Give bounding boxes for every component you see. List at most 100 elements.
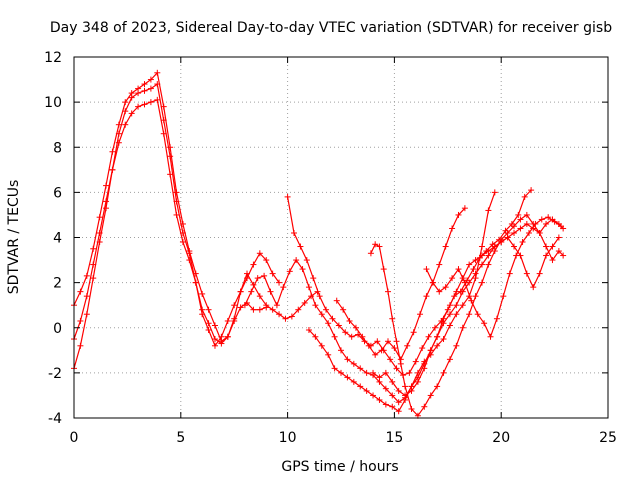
data-point [167,153,174,160]
data-point [511,223,518,230]
data-point [523,270,530,277]
data-point [331,333,338,340]
data-point [478,261,485,268]
data-point [77,288,84,295]
data-point [459,302,466,309]
data-point [423,266,430,273]
data-point [370,392,377,399]
data-point [256,293,263,300]
data-point [135,103,142,110]
data-point [128,94,135,101]
data-point [440,336,447,343]
data-point [389,403,396,410]
data-point [543,252,550,259]
data-point [382,385,389,392]
data-point [363,387,370,394]
data-point [517,225,524,232]
series-sat-f [305,234,562,415]
data-point [199,290,206,297]
data-point [440,369,447,376]
data-point [434,383,441,390]
data-point [391,345,398,352]
data-point [325,351,332,358]
data-point [485,261,492,268]
data-point [237,304,244,311]
data-point [513,252,520,259]
data-point [261,272,268,279]
data-point [555,234,562,241]
data-point [393,365,400,372]
data-point [461,279,468,286]
data-point [256,250,263,257]
data-point [528,187,535,194]
data-point [288,313,295,320]
data-point [325,320,332,327]
data-point [498,239,505,246]
data-point [115,139,122,146]
data-point [500,293,507,300]
data-point [346,317,353,324]
data-point [393,338,400,345]
data-point [224,317,231,324]
data-point [303,257,310,264]
data-point [263,257,270,264]
data-point [538,216,545,223]
series-line [425,216,562,338]
data-point [90,275,97,282]
data-point [122,108,129,115]
data-point [478,243,485,250]
data-point [425,333,432,340]
data-point [301,299,308,306]
data-point [269,306,276,313]
data-point [205,327,212,334]
data-point [511,243,518,250]
data-point [231,302,238,309]
series-line [308,236,560,412]
chart-title: Day 348 of 2023, Sidereal Day-to-day VTE… [50,20,612,36]
x-tick-label: 0 [70,430,79,446]
data-point [248,288,255,295]
data-point [323,306,330,313]
data-point [414,378,421,385]
series-line [73,99,280,347]
data-point [436,288,443,295]
data-point [269,270,276,277]
data-point [376,396,383,403]
data-point [519,239,526,246]
data-point [147,76,154,83]
series-sat-c [71,96,283,349]
y-tick-label: 8 [53,140,62,156]
x-tick-label: 5 [176,430,185,446]
x-tick-label: 20 [492,430,510,446]
data-point [186,257,193,264]
data-point [359,333,366,340]
data-point [90,261,97,268]
data-point [545,214,552,221]
series-line [336,207,466,360]
data-point [481,320,488,327]
data-point [376,243,383,250]
data-point [241,302,248,309]
series-line [73,83,318,369]
data-point [402,383,409,390]
data-point [179,239,186,246]
data-point [506,270,513,277]
plot-area [71,69,567,419]
series-sat-i [333,205,468,363]
series-sat-d [241,189,498,406]
data-point [128,110,135,117]
series-sat-a [71,69,270,345]
series-sat-h [370,216,567,399]
data-point [333,297,340,304]
data-point [316,293,323,300]
data-point [77,342,84,349]
data-point [455,211,462,218]
data-point [96,229,103,236]
data-point [395,387,402,394]
data-point [154,96,161,103]
data-point [406,369,413,376]
data-point [291,229,298,236]
data-point [284,193,291,200]
data-point [363,369,370,376]
